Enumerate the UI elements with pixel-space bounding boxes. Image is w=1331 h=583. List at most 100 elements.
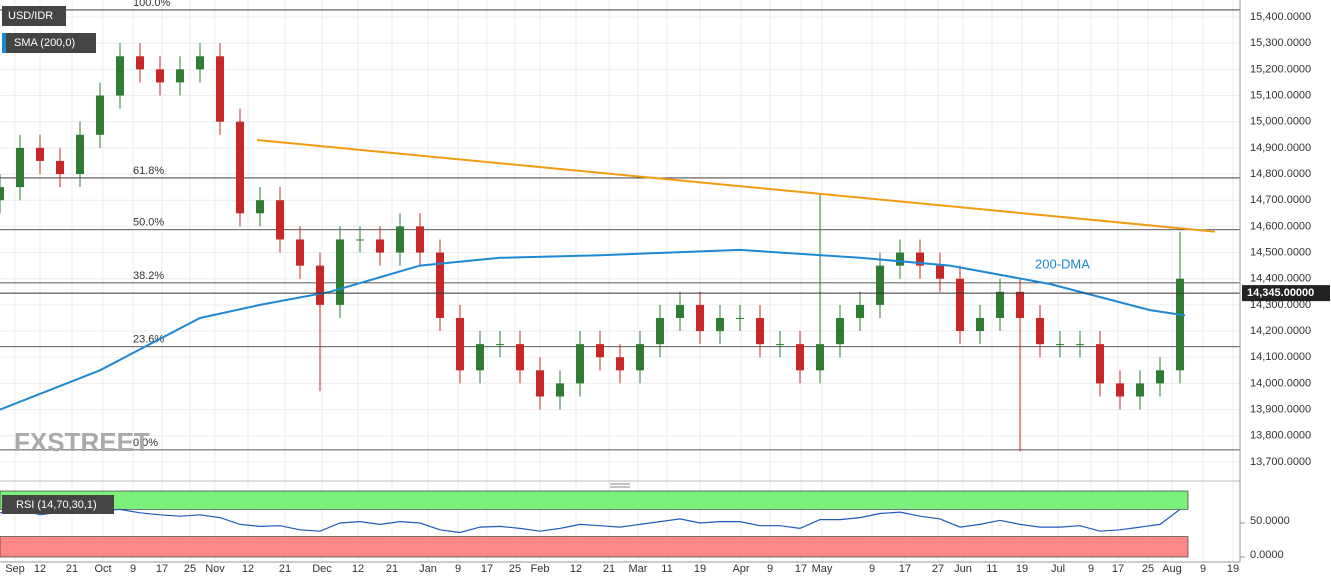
candle-body (876, 265, 884, 305)
candle-body (716, 317, 724, 332)
candle-body (316, 265, 324, 305)
x-tick-label: 9 (455, 563, 461, 575)
candle-body (656, 317, 664, 345)
y-tick-label: 14,200.0000 (1250, 325, 1311, 337)
y-tick-label: 15,100.0000 (1250, 89, 1311, 101)
candle-body (256, 200, 264, 214)
candle-body (756, 317, 764, 345)
last-price-label: 14,345.00000 (1247, 287, 1314, 299)
candle-body (476, 344, 484, 371)
x-tick-label: 25 (1142, 563, 1154, 575)
x-tick-label: 17 (156, 563, 168, 575)
x-tick-label: 21 (386, 563, 398, 575)
candle-body (556, 383, 564, 397)
x-tick-label: 19 (1227, 563, 1239, 575)
candle-body (616, 357, 624, 371)
x-tick-label: 9 (130, 563, 136, 575)
x-tick-label: 9 (1088, 563, 1094, 575)
logo: FXSTREET (14, 427, 150, 457)
rsi-line (0, 507, 1181, 534)
x-tick-label: 12 (242, 563, 254, 575)
candle-body (436, 252, 444, 318)
x-tick-label: Jan (419, 563, 437, 575)
fib-label: 38.2% (133, 270, 164, 282)
candle-body (956, 278, 964, 332)
x-tick-label: Jun (954, 563, 972, 575)
candle-body (356, 239, 364, 241)
candle-body (296, 239, 304, 266)
candle-body (1076, 344, 1084, 346)
x-tick-label: 27 (932, 563, 944, 575)
candle-body (1136, 383, 1144, 397)
x-tick-label: Sep (5, 563, 25, 575)
y-tick-label: 14,800.0000 (1250, 168, 1311, 180)
symbol-badge[interactable] (2, 6, 66, 26)
candle-body (336, 239, 344, 305)
candle-body (276, 200, 284, 240)
y-tick-label: 13,800.0000 (1250, 430, 1311, 442)
x-tick-label: 9 (767, 563, 773, 575)
fib-label: 0.0% (133, 437, 158, 449)
candle-body (156, 69, 164, 83)
x-tick-label: 19 (694, 563, 706, 575)
x-tick-label: Oct (94, 563, 111, 575)
sma-line (0, 248, 1186, 411)
y-tick-label: 13,700.0000 (1250, 456, 1311, 468)
y-tick-label: 15,200.0000 (1250, 63, 1311, 75)
candle-body (1156, 370, 1164, 384)
x-tick-label: 25 (509, 563, 521, 575)
candle-body (0, 187, 4, 201)
x-tick-label: 12 (352, 563, 364, 575)
candle-body (116, 56, 124, 96)
fib-label: 100.0% (133, 0, 171, 9)
candle-body (416, 226, 424, 253)
x-tick-label: 11 (986, 563, 997, 575)
y-tick-label: 15,000.0000 (1250, 116, 1311, 128)
y-tick-label: 14,500.0000 (1250, 246, 1311, 258)
candle-body (1036, 317, 1044, 345)
candle-body (196, 56, 204, 70)
candle-body (1056, 344, 1064, 346)
y-tick-label: 14,400.0000 (1250, 273, 1311, 285)
candle-body (1116, 383, 1124, 397)
candle-body (856, 304, 864, 318)
y-tick-label: 14,700.0000 (1250, 194, 1311, 206)
candle-body (36, 147, 44, 161)
rsi-tick-label: 0.0000 (1250, 549, 1284, 561)
x-tick-label: 17 (1112, 563, 1124, 575)
indicator-swatch (2, 33, 6, 53)
candle-body (376, 239, 384, 253)
indicator: SMA (200,0) (14, 37, 75, 49)
candle-body (236, 121, 244, 214)
candle-body (456, 317, 464, 371)
candle-body (216, 56, 224, 122)
candle-body (776, 344, 784, 346)
fib-label: 50.0% (133, 217, 164, 229)
candle-body (636, 344, 644, 371)
x-tick-label: 21 (279, 563, 291, 575)
rsi-tick-label: 50.0000 (1250, 515, 1290, 527)
candle-body (56, 160, 64, 175)
x-tick-label: 17 (481, 563, 493, 575)
x-tick-label: 12 (570, 563, 582, 575)
x-tick-label: 12 (34, 563, 46, 575)
candle-body (536, 370, 544, 397)
x-tick-label: Aug (1162, 563, 1182, 575)
candle-body (176, 69, 184, 83)
candle-body (96, 95, 104, 135)
candle-body (1016, 291, 1024, 318)
candle-body (516, 344, 524, 371)
last-price-box (1242, 285, 1330, 302)
x-tick-label: Jul (1051, 563, 1065, 575)
x-tick-label: 17 (795, 563, 807, 575)
indicator-badge[interactable] (2, 33, 96, 53)
candle-body (996, 291, 1004, 318)
y-tick-label: 14,000.0000 (1250, 377, 1311, 389)
candle-body (816, 344, 824, 371)
x-tick-label: Nov (205, 563, 225, 575)
y-tick-label: 15,300.0000 (1250, 37, 1311, 49)
candle-body (936, 265, 944, 279)
candle-body (916, 252, 924, 266)
candle-body (696, 304, 704, 332)
